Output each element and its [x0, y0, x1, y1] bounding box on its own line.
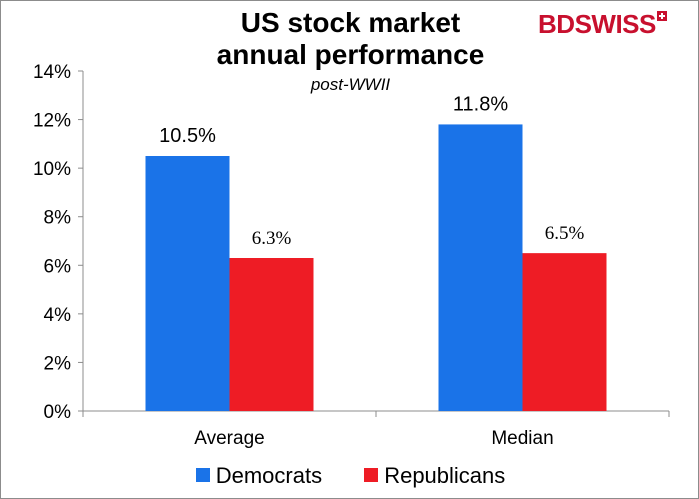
data-label: 6.5%: [545, 223, 585, 244]
y-tick-label: 14%: [33, 62, 71, 83]
y-tick-label: 6%: [44, 256, 72, 277]
chart-title-line-2: annual performance: [216, 39, 485, 70]
y-tick-label: 12%: [33, 111, 71, 132]
bar-democrats: [438, 124, 523, 411]
legend-item-democrats: Democrats: [195, 463, 323, 489]
y-tick-label: 4%: [44, 305, 72, 326]
legend-label-democrats: Democrats: [215, 463, 323, 488]
y-tick-label: 2%: [44, 353, 72, 374]
y-tick-label: 10%: [33, 159, 71, 180]
x-tick-label: Average: [194, 428, 264, 449]
logo-bd: BD: [538, 9, 575, 39]
chart-subtitle: post-WWII: [310, 75, 391, 94]
bar-chart: 0% 2% 4% 6% 8% 10% 12% 14% Average 10.5% 6.3% Media…: [33, 62, 670, 449]
legend-swatch-democrats: [195, 468, 210, 482]
legend-swatch-republicans: [364, 468, 379, 482]
y-tick-label: 0%: [44, 402, 72, 423]
legend-item-republicans: Republicans: [364, 463, 505, 489]
y-tick-label: 8%: [44, 208, 72, 229]
data-label: 10.5%: [159, 125, 216, 147]
brand-logo: BDSWISS: [538, 9, 667, 39]
data-label: 11.8%: [453, 93, 508, 115]
x-tick-label: Median: [491, 428, 553, 449]
chart-title-line-1: US stock market: [240, 7, 461, 38]
logo-swiss: SWISS: [574, 9, 657, 39]
bar-democrats: [145, 156, 230, 411]
data-label: 6.3%: [252, 228, 292, 249]
bar-republicans: [229, 258, 314, 411]
bar-republicans: [522, 253, 607, 411]
chart-legend: Democrats Republicans: [1, 463, 699, 489]
legend-label-republicans: Republicans: [384, 463, 506, 488]
swiss-cross-icon: [656, 11, 667, 21]
